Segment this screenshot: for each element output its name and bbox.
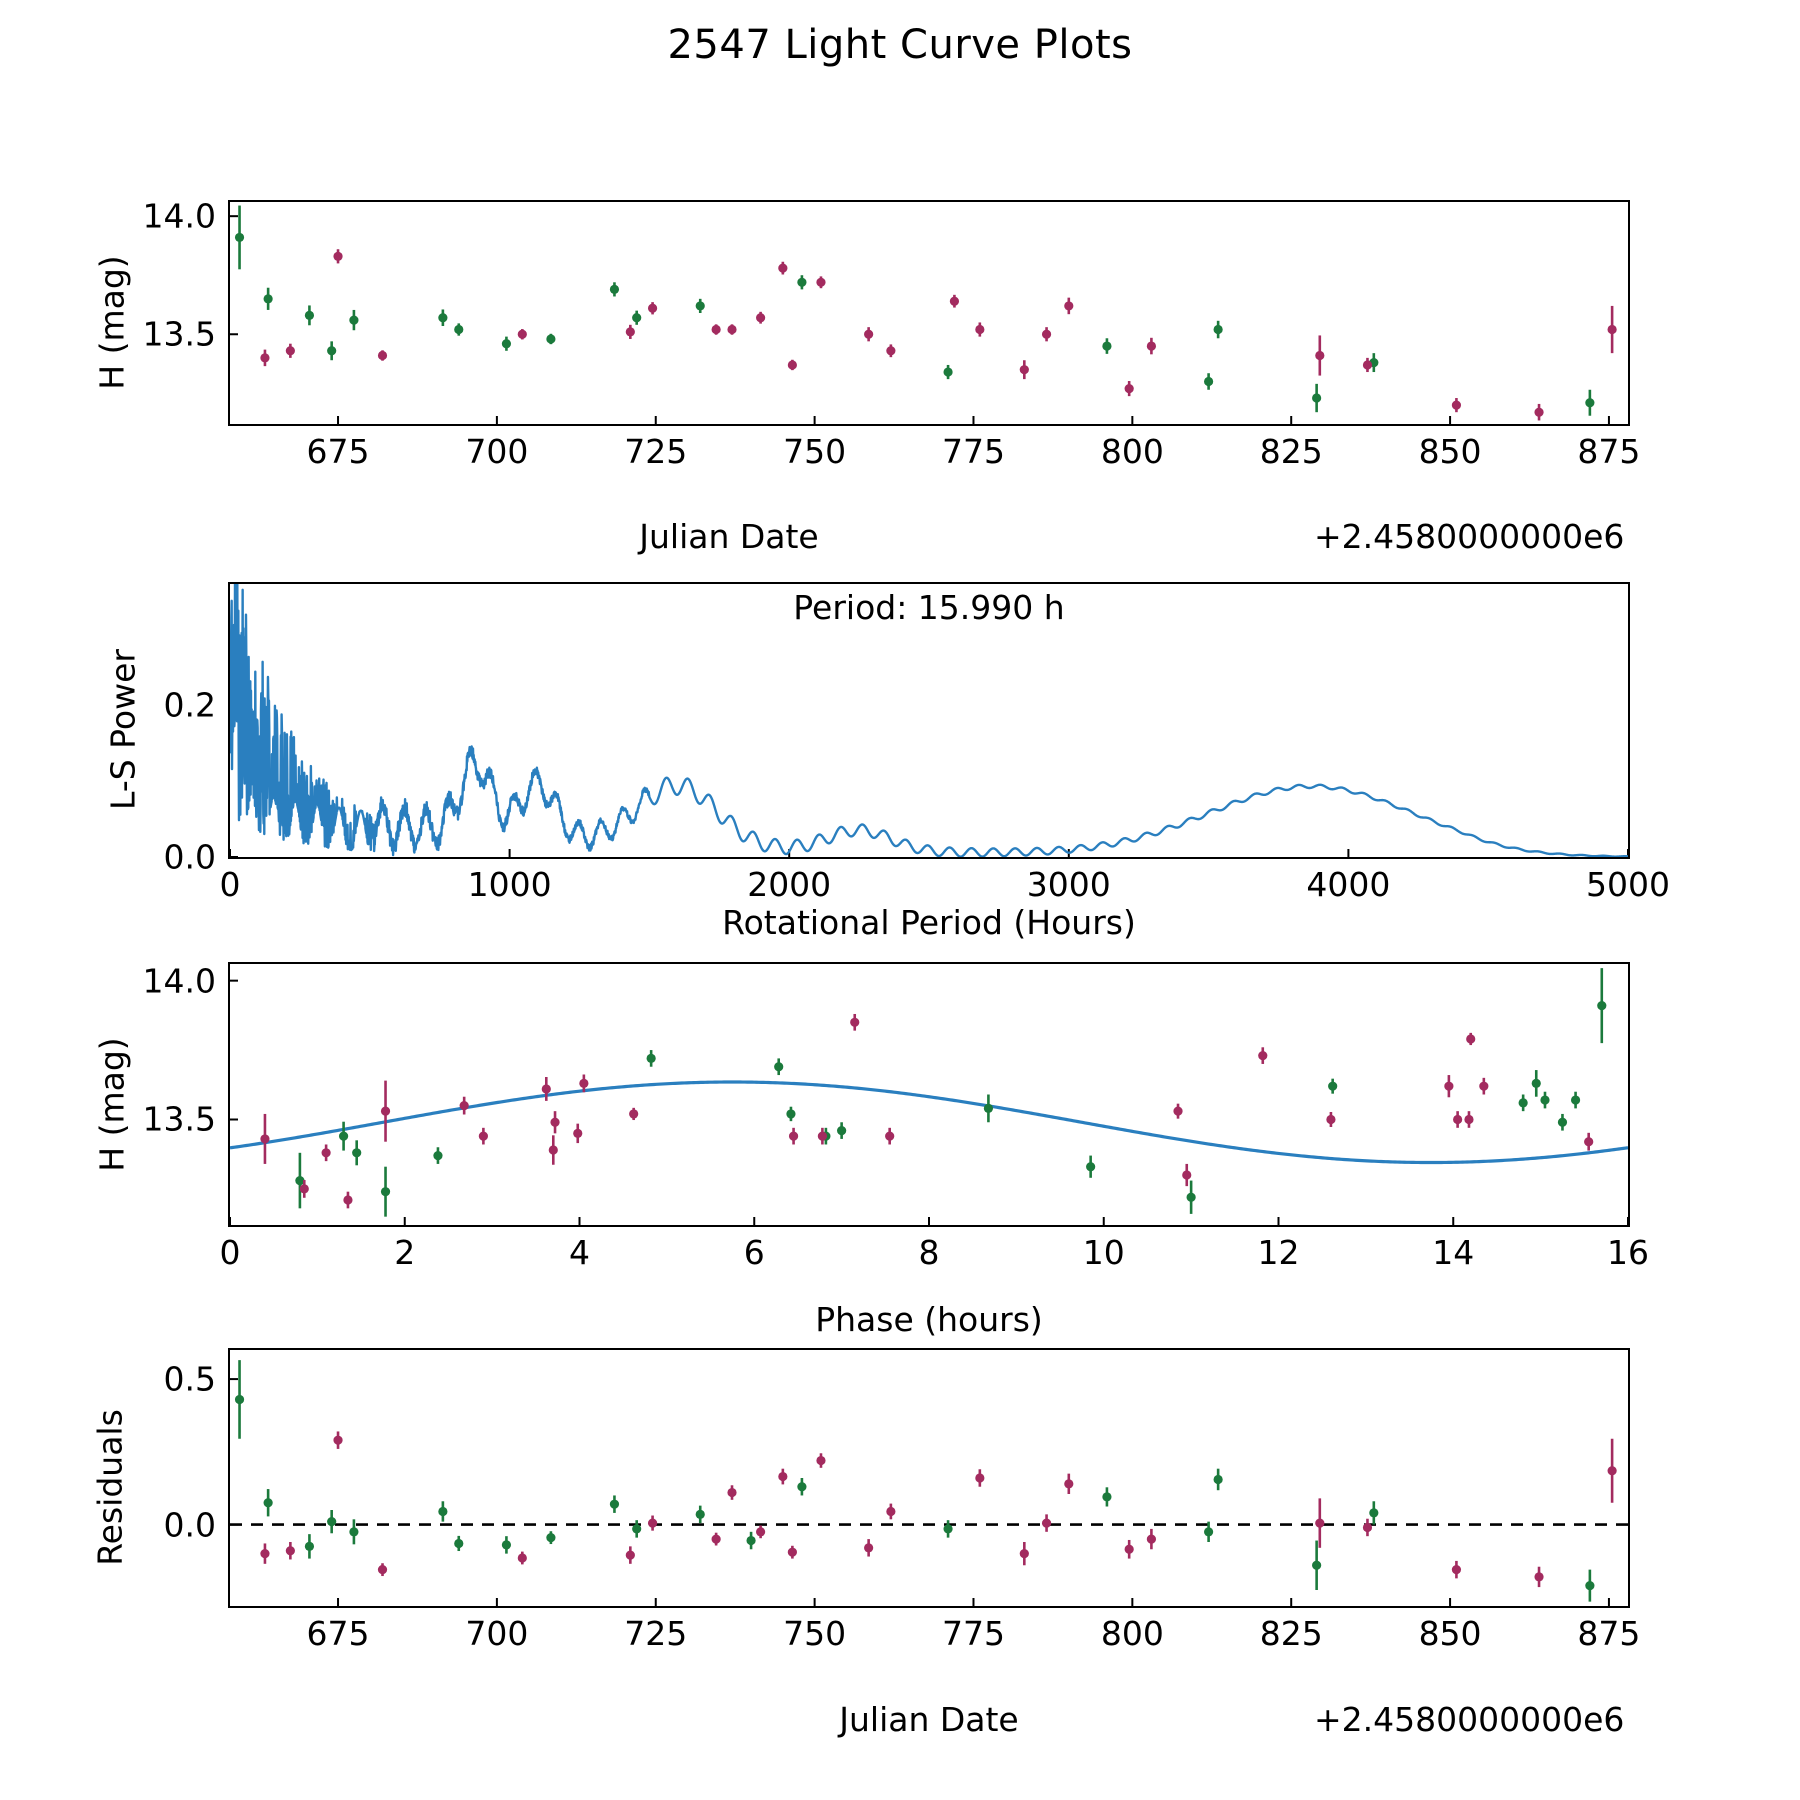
phasefold-xtick-8: 8 bbox=[918, 1233, 940, 1272]
phasefold-xtick-16: 16 bbox=[1607, 1233, 1649, 1272]
phasefold-axes bbox=[228, 962, 1630, 1227]
residuals-axes bbox=[228, 1348, 1630, 1608]
periodogram-xlabel: Rotational Period (Hours) bbox=[722, 903, 1136, 942]
series-magenta bbox=[260, 1013, 1594, 1209]
phasefold-xtick-10: 10 bbox=[1082, 1233, 1125, 1272]
lightcurve-xtick-800: 800 bbox=[1100, 432, 1164, 471]
phasefold-xtick-12: 12 bbox=[1257, 1233, 1300, 1272]
series-green bbox=[234, 1360, 1595, 1602]
residuals-plot-area bbox=[230, 1360, 1628, 1606]
lightcurve-x-offset: +2.4580000000e6 bbox=[1314, 517, 1625, 556]
series-magenta bbox=[260, 1431, 1617, 1588]
residuals-x-offset: +2.4580000000e6 bbox=[1314, 1700, 1625, 1739]
residuals-xtick-750: 750 bbox=[783, 1614, 847, 1653]
periodogram-xtick-4000: 4000 bbox=[1306, 865, 1391, 904]
lightcurve-xtick-700: 700 bbox=[465, 432, 529, 471]
residuals-xtick-700: 700 bbox=[465, 1614, 529, 1653]
residuals-ytick-0.0: 0.0 bbox=[163, 1505, 216, 1545]
lightcurve-xlabel: Julian Date bbox=[639, 517, 819, 556]
periodogram-plot-area bbox=[230, 584, 1628, 857]
lightcurve-ytick-14.0: 14.0 bbox=[142, 196, 216, 236]
lightcurve-plot-area bbox=[230, 205, 1617, 424]
residuals-xtick-825: 825 bbox=[1259, 1614, 1323, 1653]
lightcurve-ytick-13.5: 13.5 bbox=[142, 314, 216, 354]
residuals-xtick-875: 875 bbox=[1577, 1614, 1641, 1653]
series-magenta bbox=[260, 249, 1617, 421]
lightcurve-axes bbox=[228, 200, 1630, 426]
phasefold-fit-curve bbox=[230, 1080, 1628, 1165]
lightcurve-xtick-750: 750 bbox=[783, 432, 847, 471]
periodogram-xtick-2000: 2000 bbox=[747, 865, 832, 904]
phasefold-ytick-13.5: 13.5 bbox=[142, 1099, 216, 1139]
residuals-xtick-725: 725 bbox=[624, 1614, 688, 1653]
lightcurve-xtick-825: 825 bbox=[1259, 432, 1323, 471]
series-green bbox=[295, 968, 1607, 1217]
lightcurve-xtick-850: 850 bbox=[1418, 432, 1482, 471]
periodogram-ytick-0.0: 0.0 bbox=[163, 837, 216, 877]
phasefold-xtick-4: 4 bbox=[569, 1233, 590, 1272]
periodogram-xtick-3000: 3000 bbox=[1026, 865, 1111, 904]
periodogram-ylabel: L-S Power bbox=[103, 649, 143, 810]
phasefold-xtick-2: 2 bbox=[394, 1233, 416, 1272]
residuals-xlabel: Julian Date bbox=[839, 1700, 1019, 1739]
lightcurve-xtick-875: 875 bbox=[1577, 432, 1641, 471]
series-green bbox=[234, 205, 1595, 416]
periodogram-xtick-5000: 5000 bbox=[1586, 865, 1670, 904]
residuals-xtick-850: 850 bbox=[1418, 1614, 1482, 1653]
periodogram-ytick-0.2: 0.2 bbox=[163, 685, 216, 725]
residuals-ytick-0.5: 0.5 bbox=[163, 1359, 216, 1399]
period-annotation: Period: 15.990 h bbox=[793, 588, 1065, 627]
phasefold-xtick-0: 0 bbox=[219, 1233, 241, 1272]
phasefold-xlabel: Phase (hours) bbox=[815, 1300, 1043, 1339]
residuals-xtick-775: 775 bbox=[941, 1614, 1005, 1653]
phasefold-xtick-14: 14 bbox=[1432, 1233, 1475, 1272]
periodogram-axes bbox=[228, 582, 1630, 859]
periodogram-xtick-1000: 1000 bbox=[467, 865, 552, 904]
page-title: 2547 Light Curve Plots bbox=[667, 22, 1133, 68]
phasefold-xtick-6: 6 bbox=[743, 1233, 765, 1272]
phasefold-ytick-14.0: 14.0 bbox=[142, 961, 216, 1001]
lightcurve-xtick-725: 725 bbox=[624, 432, 688, 471]
periodogram-xtick-0: 0 bbox=[219, 865, 241, 904]
periodogram-line bbox=[230, 584, 1628, 857]
residuals-xtick-800: 800 bbox=[1100, 1614, 1164, 1653]
residuals-xtick-675: 675 bbox=[306, 1614, 370, 1653]
lightcurve-xtick-775: 775 bbox=[941, 432, 1005, 471]
phasefold-plot-area bbox=[230, 968, 1628, 1225]
lightcurve-xtick-675: 675 bbox=[306, 432, 370, 471]
